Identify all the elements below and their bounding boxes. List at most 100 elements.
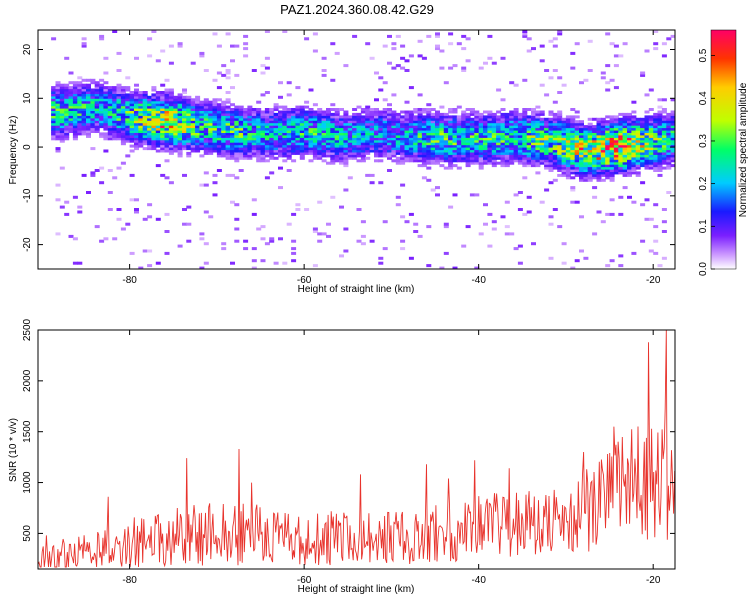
spectrogram-cell — [539, 127, 545, 131]
spectrogram-cell — [609, 127, 615, 131]
spectrogram-cell — [216, 98, 222, 102]
spectrogram-cell — [72, 108, 78, 111]
spectrogram-cell — [234, 137, 240, 141]
spectrogram-cell — [605, 161, 611, 165]
spectrogram-cell — [369, 110, 375, 114]
spectrogram-cell — [238, 149, 244, 153]
spectrogram-cell — [308, 159, 314, 163]
spectrogram-cell — [90, 120, 96, 124]
spectrogram-cell — [208, 137, 214, 141]
spectrogram-cell — [539, 159, 545, 163]
spectrogram-cell — [203, 108, 209, 111]
spectrogram-cell — [648, 115, 654, 119]
spectrogram-cell — [504, 120, 510, 124]
spectrogram-cell — [535, 147, 541, 151]
spectrogram-cell — [565, 137, 571, 141]
spectrogram-cell — [574, 166, 580, 170]
spectrogram-cell — [51, 120, 57, 124]
spectrogram-cell — [565, 127, 571, 131]
spectrogram-cell — [400, 149, 406, 153]
spectrogram-cell — [81, 115, 87, 119]
spectrogram-cell — [225, 125, 231, 129]
spectrogram-cell — [661, 122, 667, 126]
spectrogram-cell — [199, 110, 205, 114]
spectrogram-cell — [517, 132, 523, 136]
spectrogram-cell — [640, 132, 646, 136]
spectrogram-cell — [504, 125, 510, 129]
spectrogram-cell — [644, 110, 650, 114]
spectrogram-cell — [173, 95, 179, 99]
spectrogram-cell — [347, 137, 353, 141]
spectrogram-cell — [435, 156, 440, 160]
spectrogram-cell — [544, 156, 550, 160]
spectrogram-cell — [308, 127, 314, 131]
spectrogram-cell — [282, 105, 288, 109]
spectrogram-cell — [579, 122, 584, 126]
spectrogram-cell — [116, 93, 122, 97]
spectrogram-cell — [557, 32, 563, 36]
spectrogram-cell — [334, 154, 340, 158]
spectrogram-cell — [317, 144, 323, 148]
spectrogram-cell — [103, 112, 109, 116]
spectrogram-cell — [644, 130, 650, 133]
spectrogram-cell — [243, 154, 249, 158]
x-tick-label: -60 — [297, 275, 312, 286]
spectrogram-cell — [469, 117, 475, 121]
spectrogram-cell — [147, 139, 153, 143]
spectrogram-cell — [208, 127, 214, 131]
spectrogram-cell — [291, 115, 297, 119]
spectrogram-cell — [138, 120, 144, 124]
spectrogram-cell — [312, 142, 318, 146]
spectrogram-cell — [107, 130, 113, 133]
spectrogram-cell — [421, 122, 427, 126]
spectrogram-cell — [273, 142, 279, 146]
spectrogram-cell — [491, 161, 497, 165]
spectrogram-cell — [256, 108, 262, 111]
spectrogram-cell — [55, 88, 61, 92]
spectrogram-cell — [487, 132, 493, 136]
spectrogram-cell — [587, 164, 593, 168]
spectrogram-cell — [653, 115, 659, 119]
spectrogram-cell — [216, 154, 222, 158]
spectrogram-cell — [382, 247, 388, 251]
spectrogram-cell — [103, 86, 109, 90]
spectrogram-cell — [168, 149, 174, 153]
spectrogram-cell — [395, 147, 401, 151]
spectrogram-cell — [282, 110, 288, 114]
spectrogram-cell — [195, 122, 201, 126]
spectrogram-cell — [278, 142, 283, 146]
spectrogram-cell — [55, 134, 61, 138]
spectrogram-cell — [173, 117, 179, 121]
spectrogram-cell — [356, 149, 362, 153]
spectrogram-cell — [72, 127, 78, 131]
spectrogram-cell — [256, 159, 262, 163]
spectrogram-cell — [103, 137, 109, 141]
spectrogram-cell — [168, 120, 174, 124]
spectrogram-cell — [247, 149, 253, 153]
spectrogram-cell — [352, 149, 358, 153]
spectrogram-cell — [635, 171, 641, 175]
spectrogram-cell — [522, 120, 528, 124]
spectrogram-cell — [661, 42, 667, 46]
spectrogram-cell — [182, 130, 187, 133]
spectrogram-cell — [531, 242, 536, 246]
spectrogram-cells — [51, 30, 675, 269]
spectrogram-cell — [640, 203, 646, 207]
spectrogram-cell — [282, 132, 288, 136]
colorbar-tick-label: 0.2 — [698, 176, 709, 190]
spectrogram-cell — [291, 125, 297, 129]
spectrogram-cell — [548, 110, 554, 114]
spectrogram-cell — [168, 91, 174, 94]
spectrogram-cell — [339, 142, 344, 146]
spectrogram-cell — [452, 127, 458, 131]
spectrogram-cell — [522, 30, 528, 33]
spectrogram-cell — [68, 95, 74, 99]
spectrogram-cell — [326, 134, 331, 138]
spectrogram-cell — [435, 137, 440, 141]
spectrogram-cell — [77, 100, 83, 104]
spectrogram-cell — [173, 105, 179, 109]
spectrogram-cell — [426, 108, 432, 111]
spectrogram-cell — [557, 115, 563, 119]
spectrogram-cell — [583, 166, 589, 170]
